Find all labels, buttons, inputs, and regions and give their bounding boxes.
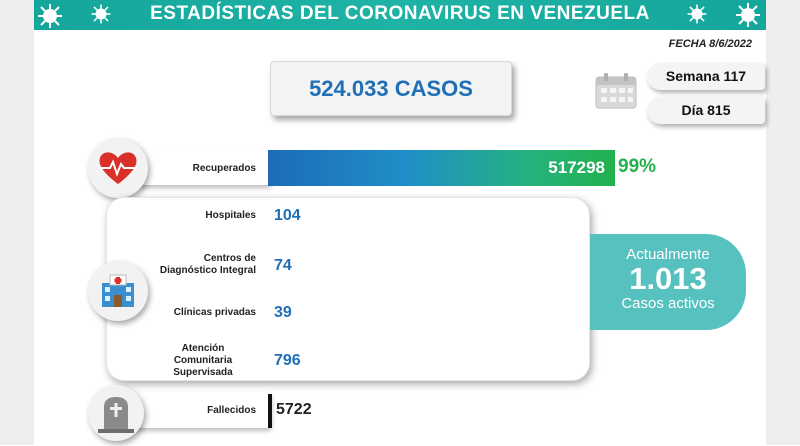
hospitals-value: 104 (274, 207, 301, 224)
hospital-icon-holder (88, 261, 148, 321)
deaths-value: 5722 (276, 401, 312, 418)
cdi-label-line2: Diagnóstico Integral (159, 265, 256, 276)
page-title: ESTADÍSTICAS DEL CORONAVIRUS EN VENEZUEL… (150, 3, 650, 24)
cdi-value: 74 (274, 257, 292, 274)
cdi-label: Centros de Diagnóstico Integral (140, 253, 256, 277)
cdi-label-line1: Centros de (203, 253, 256, 264)
acs-value: 796 (274, 352, 301, 369)
acs-label: Atención Comunitaria Supervisada (150, 343, 256, 379)
clinics-label: Clínicas privadas (173, 307, 256, 318)
heart-pulse-icon (98, 152, 138, 184)
report-date: FECHA 8/6/2022 (668, 38, 752, 50)
week-counter: Semana 117 (647, 63, 765, 90)
hospital-icon (102, 274, 134, 307)
active-line1: Actualmente (626, 246, 710, 263)
tombstone-icon-holder (88, 385, 144, 441)
acs-label-line2: Comunitaria (173, 355, 233, 366)
virus-icon (687, 4, 707, 24)
virus-icon (38, 4, 62, 28)
hospitalization-panel (106, 197, 590, 381)
virus-icon (91, 4, 111, 24)
left-margin (0, 0, 34, 445)
recovered-value: 517298 (548, 158, 605, 177)
header-banner: ESTADÍSTICAS DEL CORONAVIRUS EN VENEZUEL… (34, 0, 766, 30)
active-cases-box: Actualmente 1.013 Casos activos (590, 234, 746, 330)
deaths-label: Fallecidos (207, 405, 256, 416)
right-margin (766, 0, 800, 445)
recovered-bar (268, 150, 615, 186)
virus-icon (736, 3, 760, 27)
recovered-label: Recuperados (192, 163, 256, 174)
acs-label-line3: Supervisada (173, 367, 233, 378)
deaths-label-box (122, 392, 270, 428)
heart-pulse-icon-holder (88, 138, 148, 198)
total-cases-box: 524.033 CASOS (270, 61, 512, 116)
hospitals-label: Hospitales (205, 210, 256, 221)
day-counter: Día 815 (647, 97, 765, 124)
recovered-percent: 99% (618, 156, 657, 177)
calendar-icon (595, 73, 637, 109)
acs-label-line1: Atención (181, 343, 225, 354)
active-line3: Casos activos (621, 295, 715, 312)
active-value: 1.013 (629, 261, 707, 296)
tombstone-icon (98, 397, 134, 433)
clinics-value: 39 (274, 304, 292, 321)
deaths-bar (268, 394, 272, 428)
